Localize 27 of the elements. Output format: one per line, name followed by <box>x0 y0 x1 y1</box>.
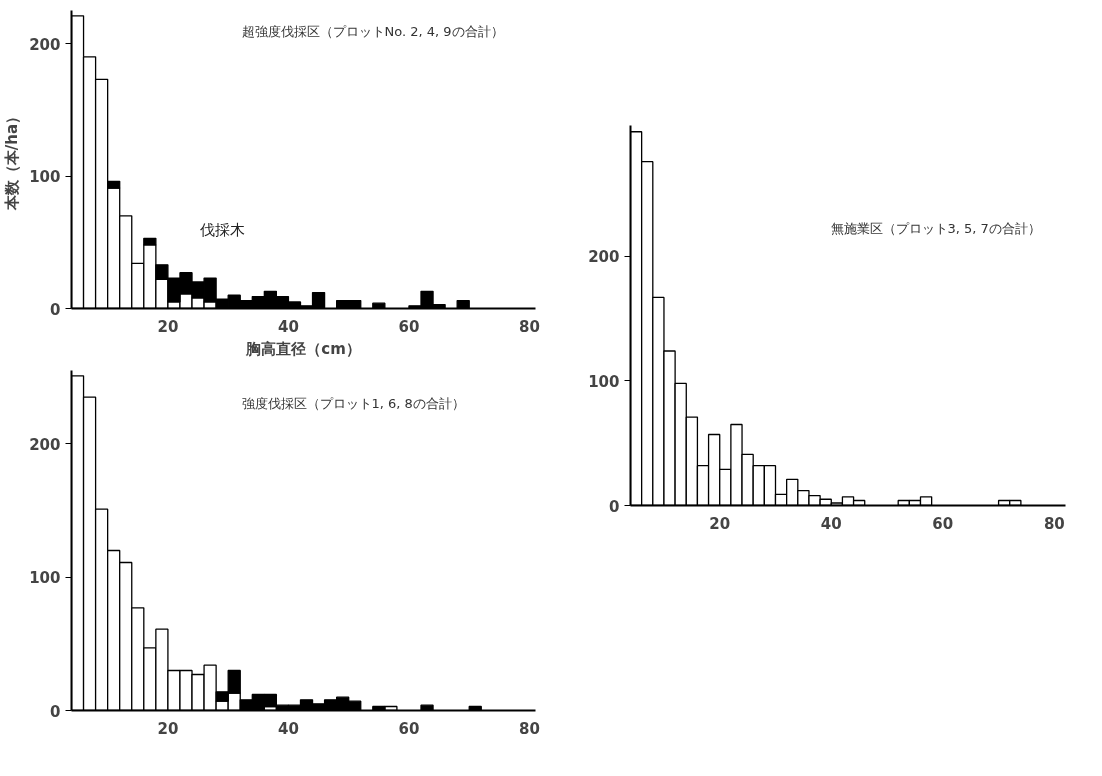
text: 超強度伐採区（プロットNo. 2, 4, 9の合計） <box>241 23 504 39</box>
y-tick-label: 0 <box>609 497 620 516</box>
x-tick-label: 20 <box>157 719 179 738</box>
text: 無施業区（プロット3, 5, 7の合計） <box>830 220 1041 236</box>
y-tick-label: 100 <box>29 569 61 588</box>
x-tick-label: 80 <box>1043 514 1065 533</box>
x-tick-label: 40 <box>278 719 299 738</box>
y-tick-label: 0 <box>50 702 61 721</box>
x-tick-label: 80 <box>519 317 540 336</box>
annotation: 伐採木 <box>200 221 246 240</box>
x-tick-label: 40 <box>278 317 299 336</box>
x-tick-label: 60 <box>932 514 954 533</box>
x-tick-label: 20 <box>709 514 731 533</box>
x-tick-label: 40 <box>820 514 842 533</box>
y-axis-title: 本数（本/ha） <box>3 108 22 212</box>
x-axis-title: 胸高直径（cm） <box>245 339 361 358</box>
y-tick-label: 200 <box>29 35 61 54</box>
text: 強度伐採区（プロット1, 6, 8の合計） <box>241 395 465 411</box>
y-tick-label: 100 <box>29 168 61 187</box>
y-tick-label: 0 <box>50 300 61 319</box>
x-tick-label: 60 <box>398 317 420 336</box>
y-tick-label: 100 <box>588 372 620 391</box>
y-tick-label: 200 <box>588 248 620 267</box>
x-tick-label: 60 <box>398 719 420 738</box>
x-tick-label: 80 <box>519 719 540 738</box>
y-tick-label: 200 <box>29 435 61 454</box>
x-tick-label: 20 <box>157 317 179 336</box>
